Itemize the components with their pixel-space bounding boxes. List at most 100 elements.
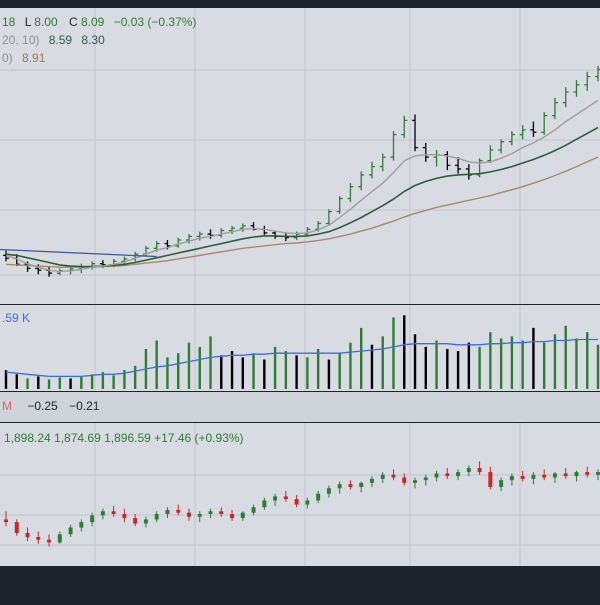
index-candle-16-body xyxy=(176,509,181,513)
volume-bar-14 xyxy=(155,340,158,389)
volume-bar-42 xyxy=(456,351,460,389)
trend-line xyxy=(0,248,157,258)
volume-bar-19 xyxy=(209,336,212,389)
oscillator-pane[interactable] xyxy=(0,392,600,422)
volume-bar-39 xyxy=(424,346,427,389)
index-candle-40-body xyxy=(434,473,439,478)
index-candle-47-body xyxy=(509,476,514,481)
index-candle-50-body xyxy=(542,474,547,478)
index-candle-31-body xyxy=(337,484,342,489)
volume-bar-12 xyxy=(133,365,137,389)
volume-bar-0 xyxy=(4,370,8,389)
index-candle-20-body xyxy=(219,511,224,514)
index-candle-33-body xyxy=(359,482,364,487)
volume-pane[interactable] xyxy=(0,305,600,391)
volume-bar-37 xyxy=(403,315,406,389)
index-candle-30-body xyxy=(326,488,331,494)
index-candle-55-body xyxy=(596,472,600,475)
volume-bar-46 xyxy=(499,338,503,389)
volume-bar-7 xyxy=(80,376,83,389)
price-legend-line3[interactable]: 0) 8.91 xyxy=(2,51,46,65)
volume-bar-29 xyxy=(316,348,320,389)
volume-bar-21 xyxy=(230,351,234,389)
volume-bar-1 xyxy=(15,374,18,389)
index-candle-19-body xyxy=(208,511,213,514)
index-candle-34-body xyxy=(369,478,374,483)
volume-bar-31 xyxy=(338,353,341,389)
volume-bar-45 xyxy=(489,332,492,389)
index-candle-35-body xyxy=(380,474,385,479)
volume-moving-average xyxy=(5,338,598,378)
top-frame xyxy=(0,0,600,8)
volume-bar-55 xyxy=(596,344,600,389)
index-candle-32-body xyxy=(348,484,353,487)
volume-legend[interactable]: .59 K xyxy=(2,311,30,325)
index-candle-14-body xyxy=(154,514,159,520)
index-candle-22-body xyxy=(240,512,245,519)
index-candle-39-body xyxy=(423,477,428,481)
grid-lines xyxy=(0,8,600,566)
volume-bar-36 xyxy=(392,317,395,389)
index-candle-6-body xyxy=(68,527,73,535)
bottom-frame xyxy=(0,566,600,600)
volume-bar-49 xyxy=(532,327,535,389)
index-candle-36-body xyxy=(391,474,396,478)
volume-bar-30 xyxy=(327,359,331,389)
index-candle-2-body xyxy=(25,532,30,537)
volume-bar-34 xyxy=(370,344,374,389)
index-candle-8-body xyxy=(90,515,95,523)
index-candle-46-body xyxy=(499,480,504,487)
price-legend-line1[interactable]: 18 L 8.00 C 8.09 −0.03 (−0.37%) xyxy=(2,15,196,29)
trend-line-drawing[interactable] xyxy=(0,248,157,258)
index-candle-23-body xyxy=(251,507,256,513)
oscillator-legend[interactable]: M −0.25 −0.21 xyxy=(2,399,100,413)
index-candle-21-body xyxy=(230,514,235,519)
volume-bar-8 xyxy=(90,374,94,389)
index-pane[interactable] xyxy=(0,423,600,566)
volume-bar-27 xyxy=(295,355,298,389)
volume-bar-33 xyxy=(360,327,363,389)
index-candle-27-body xyxy=(294,499,299,505)
ma-fast-line xyxy=(5,99,599,273)
index-candles xyxy=(4,461,600,547)
index-candle-41-body xyxy=(445,473,450,477)
index-candle-53-body xyxy=(574,472,579,477)
volume-bar-4 xyxy=(47,379,51,389)
index-candle-52-body xyxy=(563,473,568,477)
index-candle-7-body xyxy=(79,522,84,528)
index-candle-10-body xyxy=(111,511,116,514)
volume-bar-52 xyxy=(564,325,567,389)
index-candle-51-body xyxy=(552,473,557,478)
volume-bar-50 xyxy=(542,342,546,389)
index-candle-9-body xyxy=(100,511,105,516)
index-candle-42-body xyxy=(456,472,461,477)
index-candle-49-body xyxy=(531,474,536,479)
index-candle-15-body xyxy=(165,509,170,514)
price-legend-line2[interactable]: 20, 10) 8.59 8.30 xyxy=(2,33,105,47)
index-candle-45-body xyxy=(488,472,493,487)
volume-bar-17 xyxy=(187,342,191,389)
index-candle-29-body xyxy=(316,493,321,501)
volume-bar-44 xyxy=(478,346,481,389)
index-candle-0-body xyxy=(4,519,8,523)
index-candle-12-body xyxy=(133,518,138,524)
index-candle-4-body xyxy=(47,539,52,543)
price-pane[interactable] xyxy=(0,8,600,304)
volume-bar-3 xyxy=(37,376,40,389)
volume-bar-53 xyxy=(575,338,578,389)
volume-bar-9 xyxy=(101,372,105,389)
volume-bar-48 xyxy=(521,340,524,389)
volume-ma-line xyxy=(5,338,598,378)
index-candle-26-body xyxy=(283,496,288,500)
volume-bar-25 xyxy=(273,346,277,389)
volume-bar-40 xyxy=(435,340,438,389)
volume-bar-24 xyxy=(263,359,266,389)
index-legend[interactable]: 1,898.24 1,874.69 1,896.59 +17.46 (+0.93… xyxy=(4,431,244,445)
index-candle-48-body xyxy=(520,476,525,479)
index-candle-28-body xyxy=(305,500,310,505)
volume-bar-6 xyxy=(69,378,72,389)
volume-bar-15 xyxy=(166,357,169,389)
volume-bar-5 xyxy=(58,377,62,389)
index-candle-43-body xyxy=(466,468,471,473)
